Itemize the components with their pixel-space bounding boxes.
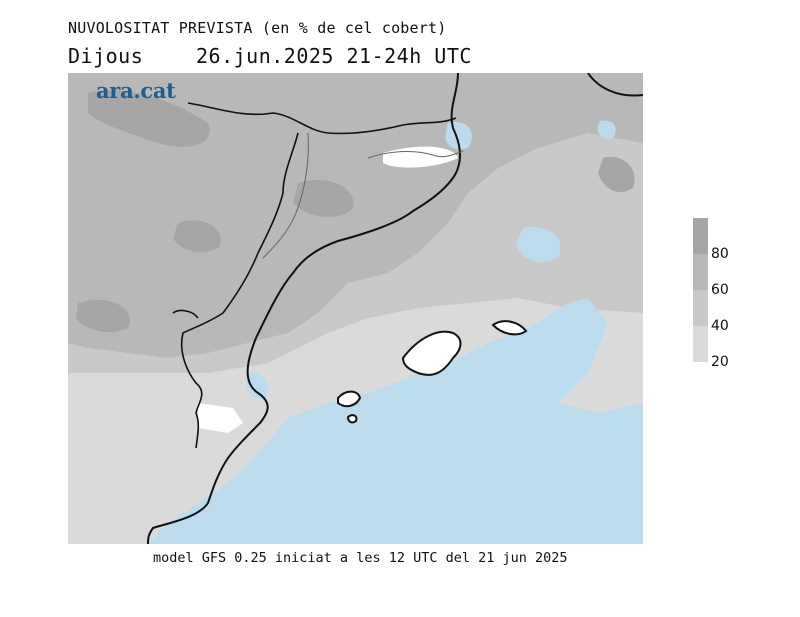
regional-border [172,309,199,319]
forecast-date-range: 26.jun.2025 21-24h UTC [196,44,472,68]
cloud-cover-map [68,73,643,544]
island-menorca [491,320,528,336]
coastline [587,73,643,97]
legend-label: 40 [711,318,729,334]
legend-swatch [693,218,708,254]
country-border [187,102,457,135]
legend-swatch [693,326,708,362]
model-info: model GFS 0.25 iniciat a les 12 UTC del … [153,550,568,566]
land-clear [198,403,243,433]
sea-clear [148,298,643,544]
forecast-day: Dijous [68,44,144,68]
legend-label: 60 [711,282,729,298]
map-canvas [68,73,643,544]
sea-clear [597,120,616,139]
cloud-cover-80-region [76,299,130,333]
cloud-cover-80-region [598,157,635,193]
sea-clear [246,372,269,400]
forecast-period: Dijous 26.jun.2025 21-24h UTC [68,44,471,68]
ara-cat-logo[interactable]: ara.cat [96,78,176,103]
island-ibiza [337,390,362,408]
map-title: NUVOLOSITAT PREVISTA (en % de cel cobert… [68,19,447,37]
island-formentera [346,414,358,424]
regional-border [262,132,309,259]
legend-swatch [693,290,708,326]
sea-clear [445,122,472,150]
cloud-cover-60-region [68,73,643,358]
regional-border [367,150,464,159]
island-mallorca [401,330,462,376]
cloud-cover-80-region [173,220,221,253]
legend-label: 80 [711,246,729,262]
cloud-cover-80-region [88,90,210,147]
coastline [147,73,461,544]
cloud-cover-80-region [293,179,354,218]
legend-swatch [693,254,708,290]
regional-border [180,132,299,449]
sea-clear [516,227,561,263]
legend-label: 20 [711,354,729,370]
